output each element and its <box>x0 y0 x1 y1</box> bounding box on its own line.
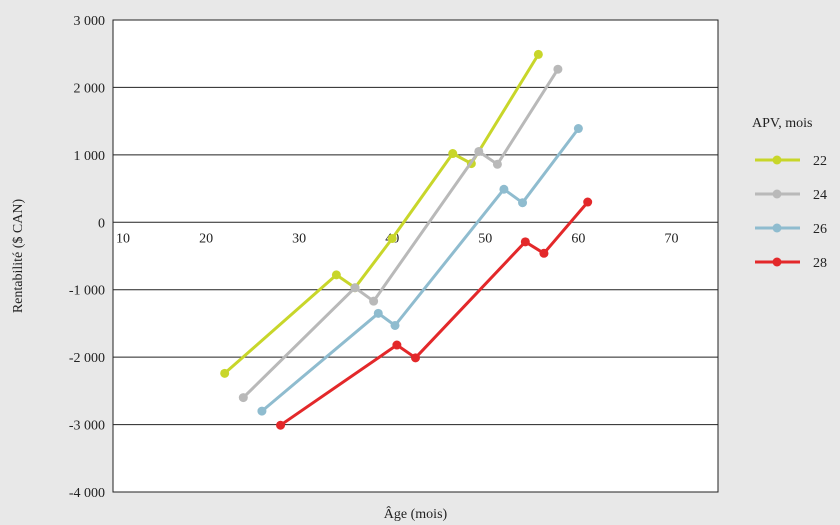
y-tick-label: -4 000 <box>69 486 105 501</box>
data-point-22 <box>331 270 341 280</box>
y-axis-label: Rentabilité ($ CAN) <box>11 199 26 314</box>
data-point-24 <box>238 393 248 403</box>
legend-title: APV, mois <box>752 116 812 131</box>
data-point-28 <box>392 340 402 350</box>
data-point-26 <box>373 308 383 318</box>
y-tick-label: -2 000 <box>69 351 105 366</box>
y-tick-label: 1 000 <box>74 149 106 164</box>
y-tick-label: -3 000 <box>69 419 105 434</box>
data-point-26 <box>257 406 267 416</box>
y-tick-label: 2 000 <box>74 81 106 96</box>
data-point-22 <box>448 149 458 159</box>
x-tick-label: 60 <box>571 231 585 246</box>
data-point-28 <box>520 237 530 247</box>
data-point-26 <box>573 124 583 134</box>
legend-label-26: 26 <box>813 222 827 237</box>
plot-area <box>112 19 719 493</box>
series-line-26 <box>260 127 580 413</box>
data-point-24 <box>553 64 563 74</box>
data-point-28 <box>583 197 593 207</box>
y-tick-label: 3 000 <box>74 14 106 29</box>
data-point-24 <box>350 283 360 293</box>
series-line-24 <box>242 68 560 399</box>
series-lines <box>220 49 593 430</box>
legend-marker-24 <box>772 189 782 199</box>
legend-marker-22 <box>772 155 782 165</box>
series-line-28 <box>279 201 589 427</box>
data-point-26 <box>390 320 400 330</box>
data-point-24 <box>492 159 502 169</box>
data-point-28 <box>539 248 549 258</box>
data-point-26 <box>499 184 509 194</box>
data-point-24 <box>474 146 484 156</box>
data-point-22 <box>387 233 397 243</box>
y-tick-label: -1 000 <box>69 284 105 299</box>
legend: APV, mois 22 24 26 28 <box>752 116 827 271</box>
x-tick-label: 30 <box>292 231 306 246</box>
legend-label-22: 22 <box>813 154 827 169</box>
data-point-28 <box>276 420 286 430</box>
x-tick-label: 10 <box>116 231 130 246</box>
x-tick-label: 50 <box>478 231 492 246</box>
data-point-26 <box>518 198 528 208</box>
data-point-22 <box>220 368 230 378</box>
x-tick-label: 20 <box>199 231 213 246</box>
legend-label-28: 28 <box>813 256 827 271</box>
data-point-24 <box>369 296 379 306</box>
x-axis-label: Âge (mois) <box>384 505 448 522</box>
legend-marker-28 <box>772 257 782 267</box>
grid-lines <box>112 19 719 493</box>
data-point-22 <box>533 49 543 59</box>
x-tick-label: 70 <box>664 231 678 246</box>
legend-marker-26 <box>772 223 782 233</box>
y-tick-label: 0 <box>98 216 105 231</box>
legend-label-24: 24 <box>813 188 827 203</box>
data-point-28 <box>411 353 420 363</box>
y-tick-labels: 3 000 2 000 1 000 0 -1 000 -2 000 -3 000 -4 000 <box>69 14 105 501</box>
